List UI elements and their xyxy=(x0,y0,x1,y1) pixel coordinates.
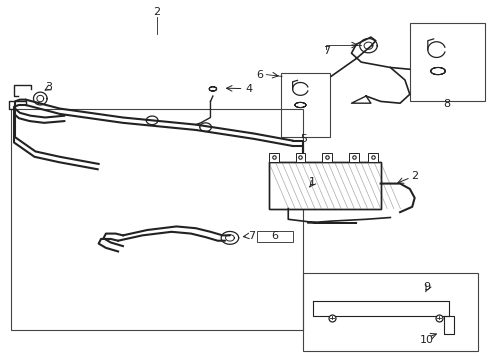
Text: 6: 6 xyxy=(256,69,263,80)
Text: 10: 10 xyxy=(419,335,433,345)
Bar xyxy=(348,153,358,162)
Text: 1: 1 xyxy=(308,177,315,187)
Text: 8: 8 xyxy=(442,99,449,109)
Bar xyxy=(268,153,278,162)
Bar xyxy=(281,73,329,137)
Text: 5: 5 xyxy=(300,134,306,144)
Text: 4: 4 xyxy=(245,84,252,94)
Text: 2: 2 xyxy=(153,7,160,17)
Bar xyxy=(302,273,477,351)
Bar xyxy=(268,162,380,208)
Text: 7: 7 xyxy=(248,231,255,241)
Bar xyxy=(322,153,331,162)
Bar xyxy=(268,162,380,208)
Text: 2: 2 xyxy=(410,171,417,181)
Text: 3: 3 xyxy=(45,82,52,92)
Bar xyxy=(409,23,484,102)
Bar xyxy=(295,153,305,162)
Bar xyxy=(11,109,302,330)
Bar xyxy=(256,231,292,242)
Text: 7: 7 xyxy=(322,46,329,57)
Text: 9: 9 xyxy=(423,282,429,292)
Bar xyxy=(368,153,377,162)
Text: 6: 6 xyxy=(270,231,278,242)
